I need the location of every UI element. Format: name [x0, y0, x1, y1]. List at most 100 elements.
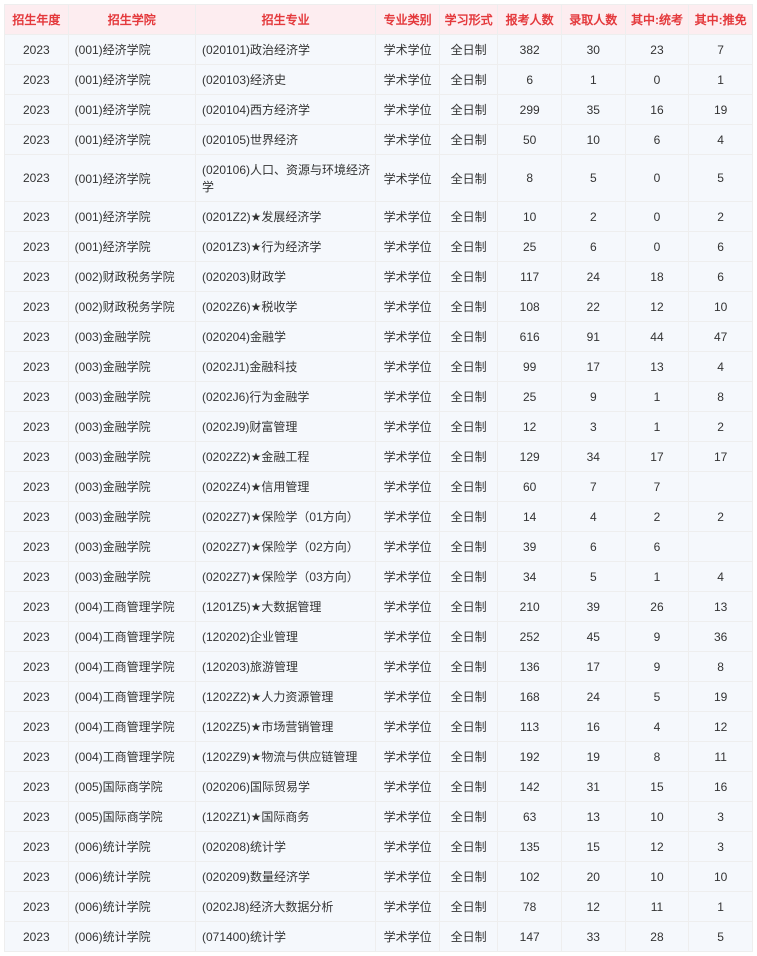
table-row: 2023(004)工商管理学院(1201Z5)★大数据管理学术学位全日制2103… [5, 592, 753, 622]
cell-major: (0202J6)行为金融学 [195, 382, 375, 412]
cell-mode: 全日制 [439, 442, 497, 472]
cell-degree: 学术学位 [376, 862, 440, 892]
cell-admitted: 16 [561, 712, 625, 742]
cell-exam: 0 [625, 232, 689, 262]
cell-major: (0202Z7)★保险学（01方向） [195, 502, 375, 532]
cell-exam: 9 [625, 652, 689, 682]
col-header-year: 招生年度 [5, 5, 69, 35]
cell-major: (0202Z2)★金融工程 [195, 442, 375, 472]
cell-degree: 学术学位 [376, 682, 440, 712]
cell-major: (0202J1)金融科技 [195, 352, 375, 382]
cell-exam: 8 [625, 742, 689, 772]
cell-degree: 学术学位 [376, 772, 440, 802]
table-body: 2023(001)经济学院(020101)政治经济学学术学位全日制3823023… [5, 35, 753, 952]
cell-exam: 0 [625, 202, 689, 232]
cell-rec: 2 [689, 202, 753, 232]
cell-applied: 102 [498, 862, 562, 892]
cell-year: 2023 [5, 155, 69, 202]
cell-degree: 学术学位 [376, 922, 440, 952]
cell-degree: 学术学位 [376, 562, 440, 592]
table-header: 招生年度招生学院招生专业专业类别学习形式报考人数录取人数其中:统考其中:推免 [5, 5, 753, 35]
cell-exam: 9 [625, 622, 689, 652]
table-row: 2023(004)工商管理学院(1202Z9)★物流与供应链管理学术学位全日制1… [5, 742, 753, 772]
table-row: 2023(001)经济学院(0201Z3)★行为经济学学术学位全日制25606 [5, 232, 753, 262]
table-row: 2023(003)金融学院(0202J9)财富管理学术学位全日制12312 [5, 412, 753, 442]
cell-mode: 全日制 [439, 862, 497, 892]
cell-mode: 全日制 [439, 832, 497, 862]
cell-applied: 136 [498, 652, 562, 682]
cell-major: (020101)政治经济学 [195, 35, 375, 65]
cell-college: (001)经济学院 [68, 155, 195, 202]
cell-year: 2023 [5, 802, 69, 832]
cell-exam: 0 [625, 155, 689, 202]
cell-mode: 全日制 [439, 202, 497, 232]
cell-year: 2023 [5, 65, 69, 95]
cell-exam: 15 [625, 772, 689, 802]
cell-applied: 60 [498, 472, 562, 502]
cell-year: 2023 [5, 35, 69, 65]
cell-year: 2023 [5, 922, 69, 952]
cell-degree: 学术学位 [376, 892, 440, 922]
table-row: 2023(003)金融学院(0202Z4)★信用管理学术学位全日制6077 [5, 472, 753, 502]
cell-year: 2023 [5, 95, 69, 125]
cell-rec: 12 [689, 712, 753, 742]
cell-applied: 78 [498, 892, 562, 922]
table-row: 2023(001)经济学院(020106)人口、资源与环境经济学学术学位全日制8… [5, 155, 753, 202]
cell-major: (020209)数量经济学 [195, 862, 375, 892]
cell-college: (006)统计学院 [68, 832, 195, 862]
cell-year: 2023 [5, 772, 69, 802]
cell-degree: 学术学位 [376, 412, 440, 442]
cell-exam: 17 [625, 442, 689, 472]
cell-admitted: 10 [561, 125, 625, 155]
table-row: 2023(001)经济学院(020105)世界经济学术学位全日制501064 [5, 125, 753, 155]
cell-major: (0202Z4)★信用管理 [195, 472, 375, 502]
cell-admitted: 35 [561, 95, 625, 125]
cell-year: 2023 [5, 352, 69, 382]
cell-rec: 3 [689, 832, 753, 862]
cell-year: 2023 [5, 652, 69, 682]
cell-major: (020203)财政学 [195, 262, 375, 292]
cell-rec [689, 532, 753, 562]
cell-mode: 全日制 [439, 622, 497, 652]
cell-exam: 12 [625, 832, 689, 862]
cell-rec: 17 [689, 442, 753, 472]
col-header-admitted: 录取人数 [561, 5, 625, 35]
cell-mode: 全日制 [439, 592, 497, 622]
cell-admitted: 3 [561, 412, 625, 442]
cell-applied: 6 [498, 65, 562, 95]
cell-college: (005)国际商学院 [68, 772, 195, 802]
cell-college: (006)统计学院 [68, 862, 195, 892]
cell-exam: 10 [625, 802, 689, 832]
cell-admitted: 30 [561, 35, 625, 65]
cell-college: (002)财政税务学院 [68, 262, 195, 292]
cell-mode: 全日制 [439, 125, 497, 155]
cell-admitted: 24 [561, 682, 625, 712]
table-row: 2023(003)金融学院(020204)金融学学术学位全日制616914447 [5, 322, 753, 352]
cell-major: (1202Z1)★国际商务 [195, 802, 375, 832]
cell-admitted: 33 [561, 922, 625, 952]
cell-mode: 全日制 [439, 292, 497, 322]
cell-applied: 99 [498, 352, 562, 382]
cell-rec: 3 [689, 802, 753, 832]
cell-degree: 学术学位 [376, 95, 440, 125]
cell-exam: 10 [625, 862, 689, 892]
cell-mode: 全日制 [439, 322, 497, 352]
cell-degree: 学术学位 [376, 592, 440, 622]
cell-college: (002)财政税务学院 [68, 292, 195, 322]
cell-rec: 5 [689, 155, 753, 202]
table-row: 2023(006)统计学院(020208)统计学学术学位全日制13515123 [5, 832, 753, 862]
cell-mode: 全日制 [439, 382, 497, 412]
cell-rec: 19 [689, 682, 753, 712]
cell-major: (120202)企业管理 [195, 622, 375, 652]
cell-admitted: 2 [561, 202, 625, 232]
cell-exam: 4 [625, 712, 689, 742]
cell-applied: 8 [498, 155, 562, 202]
cell-major: (020204)金融学 [195, 322, 375, 352]
cell-mode: 全日制 [439, 772, 497, 802]
cell-mode: 全日制 [439, 802, 497, 832]
cell-college: (006)统计学院 [68, 922, 195, 952]
cell-year: 2023 [5, 472, 69, 502]
cell-admitted: 19 [561, 742, 625, 772]
cell-exam: 28 [625, 922, 689, 952]
table-row: 2023(005)国际商学院(1202Z1)★国际商务学术学位全日制631310… [5, 802, 753, 832]
